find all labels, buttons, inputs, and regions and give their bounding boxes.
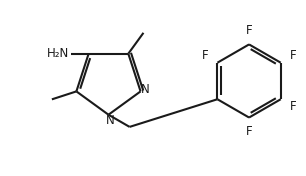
Text: F: F	[202, 49, 209, 62]
Text: H₂N: H₂N	[47, 47, 69, 60]
Text: F: F	[289, 49, 296, 62]
Text: F: F	[246, 125, 252, 138]
Text: N: N	[141, 83, 150, 96]
Text: N: N	[106, 114, 115, 127]
Text: F: F	[246, 24, 252, 37]
Text: F: F	[289, 100, 296, 113]
